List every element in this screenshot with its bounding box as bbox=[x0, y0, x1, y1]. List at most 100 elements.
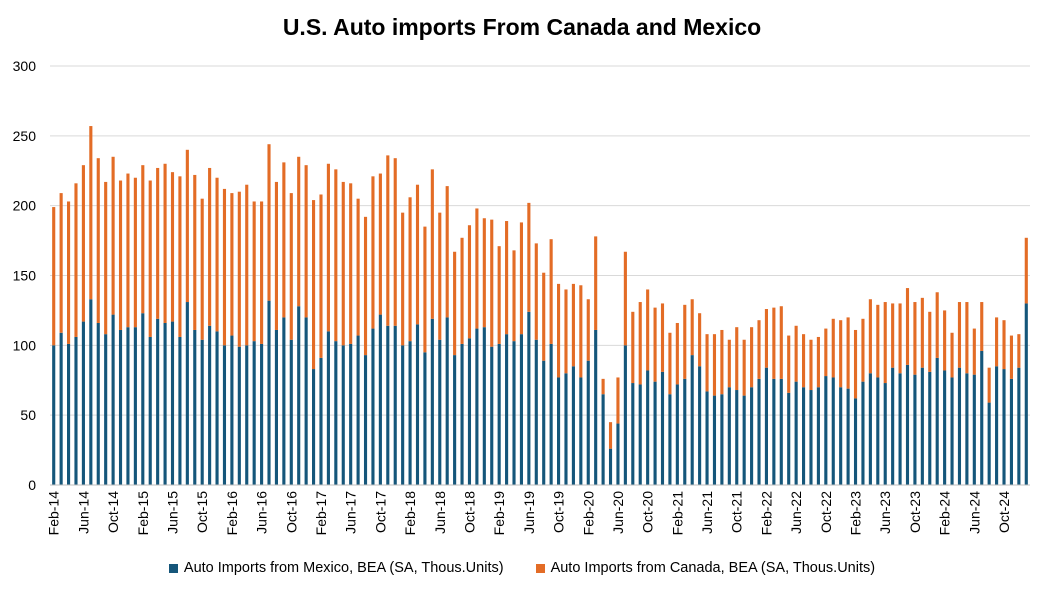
bar-mexico bbox=[846, 388, 850, 485]
bar-canada bbox=[772, 307, 776, 379]
bar-canada bbox=[987, 367, 991, 403]
y-tick-label: 50 bbox=[20, 407, 36, 423]
bar-canada bbox=[883, 302, 887, 384]
bar-mexico bbox=[972, 374, 976, 485]
bar-canada bbox=[727, 339, 731, 388]
bar-canada bbox=[638, 302, 642, 385]
bar-mexico bbox=[980, 350, 984, 485]
bar-mexico bbox=[274, 329, 278, 485]
bar-canada bbox=[905, 288, 910, 365]
bar-canada bbox=[415, 184, 420, 325]
bar-canada bbox=[59, 193, 63, 333]
bar-mexico bbox=[512, 341, 516, 485]
bar-canada bbox=[698, 313, 702, 367]
bar-canada bbox=[519, 222, 523, 335]
bar-canada bbox=[505, 221, 509, 335]
bar-mexico bbox=[557, 377, 561, 485]
x-tick-label: Feb-15 bbox=[135, 491, 151, 536]
x-tick-label: Jun-23 bbox=[877, 491, 893, 534]
bar-mexico bbox=[750, 387, 754, 485]
bar-mexico bbox=[59, 332, 63, 485]
bar-mexico bbox=[638, 384, 642, 485]
bar-mexico bbox=[215, 331, 219, 485]
bar-mexico bbox=[920, 367, 924, 485]
x-tick-label: Feb-16 bbox=[224, 491, 240, 536]
bar-canada bbox=[972, 328, 976, 375]
bar-mexico bbox=[52, 345, 56, 485]
bar-mexico bbox=[950, 377, 954, 485]
x-tick-label: Jun-22 bbox=[788, 491, 804, 534]
bar-mexico bbox=[393, 325, 397, 485]
x-tick-label: Oct-16 bbox=[283, 491, 299, 533]
bar-mexico bbox=[802, 387, 806, 485]
chart-title: U.S. Auto imports From Canada and Mexico bbox=[282, 14, 762, 40]
bar-canada bbox=[794, 325, 798, 382]
bar-mexico bbox=[549, 343, 553, 485]
bar-canada bbox=[557, 283, 561, 378]
bar-canada bbox=[141, 165, 145, 314]
bar-canada bbox=[460, 237, 464, 344]
bar-mexico bbox=[594, 329, 598, 485]
bar-canada bbox=[200, 198, 204, 340]
bar-canada bbox=[104, 181, 108, 335]
bar-mexico bbox=[349, 343, 353, 485]
bar-mexico bbox=[200, 339, 204, 485]
bar-mexico bbox=[371, 328, 375, 485]
y-tick-label: 150 bbox=[13, 268, 37, 284]
bar-canada bbox=[712, 334, 717, 396]
bar-mexico bbox=[824, 376, 828, 485]
bar-mexico bbox=[505, 334, 509, 485]
bar-canada bbox=[482, 218, 486, 328]
bar-canada bbox=[319, 194, 323, 358]
bar-canada bbox=[787, 335, 791, 393]
bar-canada bbox=[601, 378, 605, 395]
bar-mexico bbox=[289, 339, 293, 485]
bar-mexico bbox=[252, 341, 256, 485]
bar-mexico bbox=[378, 314, 382, 485]
bar-canada bbox=[215, 177, 219, 332]
bar-canada bbox=[846, 317, 850, 389]
x-tick-label: Jun-20 bbox=[610, 491, 626, 534]
bar-canada bbox=[230, 193, 234, 336]
bar-mexico bbox=[453, 355, 457, 485]
bar-mexico bbox=[141, 313, 145, 485]
bar-mexico bbox=[178, 336, 182, 485]
bar-canada bbox=[156, 167, 160, 319]
bar-canada bbox=[675, 322, 679, 385]
bar-mexico bbox=[794, 381, 798, 485]
bar-canada bbox=[1009, 335, 1013, 379]
x-tick-label: Feb-24 bbox=[937, 491, 953, 536]
bar-mexico bbox=[430, 318, 434, 485]
bar-canada bbox=[438, 212, 442, 340]
bar-mexico bbox=[957, 367, 962, 485]
bar-mexico bbox=[935, 357, 939, 485]
bar-mexico bbox=[831, 377, 835, 485]
x-tick-label: Feb-20 bbox=[580, 491, 596, 536]
x-tick-label: Oct-22 bbox=[818, 491, 834, 533]
bar-mexico bbox=[891, 367, 895, 485]
bar-canada bbox=[891, 303, 895, 368]
bar-canada bbox=[943, 310, 947, 371]
bar-mexico bbox=[579, 377, 583, 485]
bar-canada bbox=[163, 163, 167, 323]
bar-canada bbox=[74, 183, 78, 337]
bar-canada bbox=[876, 304, 880, 378]
bar-canada bbox=[1017, 334, 1021, 368]
bar-mexico bbox=[81, 321, 85, 485]
bar-mexico bbox=[608, 448, 613, 485]
bar-mexico bbox=[304, 317, 308, 485]
bar-mexico bbox=[319, 357, 323, 485]
y-tick-label: 200 bbox=[13, 198, 37, 214]
bar-mexico bbox=[571, 366, 575, 485]
bar-canada bbox=[935, 292, 939, 358]
bar-canada bbox=[549, 239, 553, 344]
bar-mexico bbox=[861, 381, 865, 485]
bar-mexico bbox=[534, 339, 538, 485]
bar-canada bbox=[824, 328, 828, 377]
bar-canada bbox=[735, 327, 739, 391]
bar-mexico bbox=[170, 321, 175, 485]
bar-canada bbox=[371, 176, 375, 329]
bar-canada bbox=[653, 307, 657, 382]
bar-canada bbox=[646, 289, 650, 371]
bar-canada bbox=[237, 191, 241, 347]
